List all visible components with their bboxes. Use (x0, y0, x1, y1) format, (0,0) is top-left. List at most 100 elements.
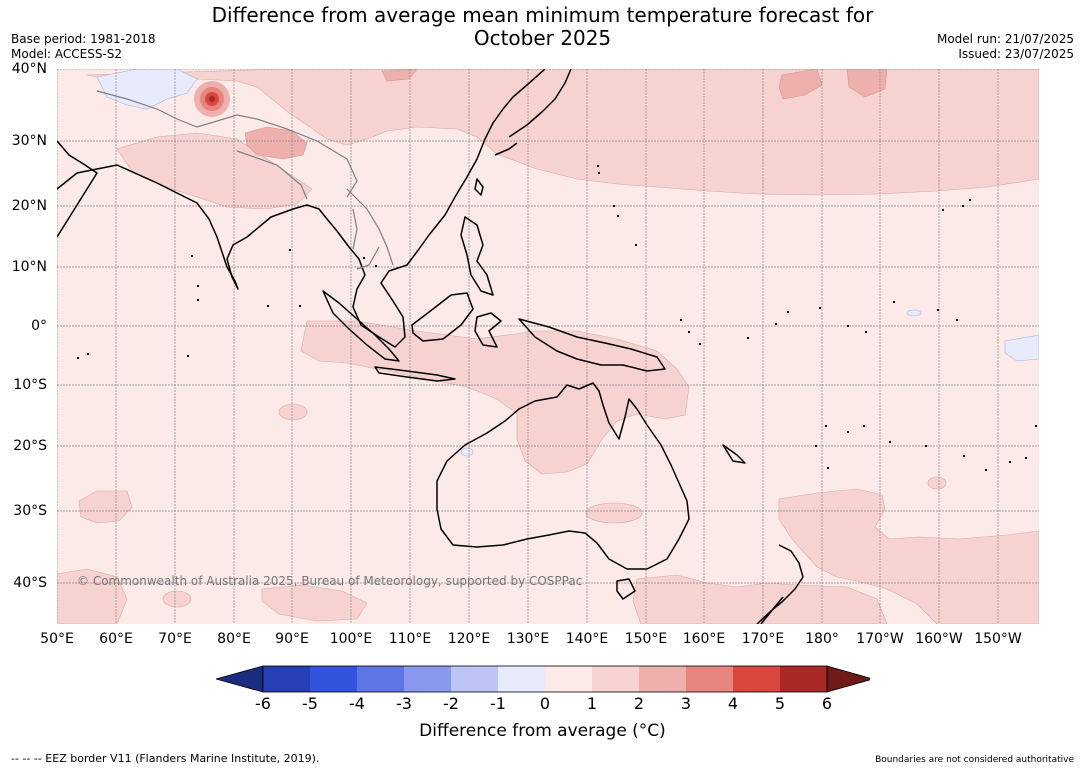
australia-coast (436, 382, 690, 570)
colorbar-segment (451, 666, 498, 692)
longitude-label: 170°W (856, 631, 904, 647)
colorbar-label: Difference from average (°C) (419, 721, 666, 741)
indian-subcontinent-coast (57, 164, 328, 290)
tibet-warm-anomaly (244, 126, 308, 160)
arabian-coast (57, 140, 98, 238)
new-guinea-coast (518, 318, 666, 372)
colorbar-tick: -3 (396, 694, 412, 713)
new-zealand-coast (756, 544, 804, 624)
latitude-label: 20°S (13, 438, 47, 454)
colorbar-segment (263, 666, 310, 692)
colorbar-tick: -6 (255, 694, 271, 713)
longitude-label: 160°W (915, 631, 963, 647)
latitude-label: 20°N (11, 198, 47, 214)
map-title: Difference from average mean minimum tem… (0, 4, 1085, 50)
hotspot (194, 81, 230, 117)
border-mainland-sea (352, 208, 380, 270)
colorbar-tick: -5 (302, 694, 318, 713)
tasmania-coast (616, 578, 636, 600)
boundaries-note: Boundaries are not considered authoritat… (875, 755, 1074, 765)
colorbar-tick: 3 (680, 694, 692, 713)
colorbar-tick: 4 (727, 694, 739, 713)
colorbar-tick: 6 (821, 694, 833, 713)
north-pacific-warm-patch-mid (778, 69, 823, 100)
latitude-label: 40°N (11, 61, 47, 77)
longitude-label: 130°E (506, 631, 550, 647)
colorbar-segment (686, 666, 733, 692)
base-period: Base period: 1981-2018 (11, 32, 156, 46)
model-info: Base period: 1981-2018 Model: ACCESS-S2 (11, 32, 156, 62)
border-central-asia (96, 90, 358, 198)
latitude-label: 0° (31, 318, 47, 334)
great-australian-bight-warm-region (261, 584, 368, 622)
latitude-label: 10°S (13, 377, 47, 393)
colorbar-tick: -4 (349, 694, 365, 713)
borneo-coast (411, 292, 474, 342)
latitude-label: 10°N (11, 259, 47, 275)
model-name: Model: ACCESS-S2 (11, 47, 123, 61)
issued-date: Issued: 23/07/2025 (958, 47, 1074, 61)
colorbar-tick: 0 (539, 694, 551, 713)
longitude-label: 100°E (329, 631, 373, 647)
colorbar-max-arrow (826, 665, 875, 693)
title-line-2: October 2025 (473, 26, 612, 50)
warm-patch-d (162, 590, 192, 608)
pacific-islands (77, 165, 1037, 471)
colorbar-segment (498, 666, 545, 692)
longitude-label: 150°W (974, 631, 1022, 647)
longitude-label: 60°E (99, 631, 133, 647)
colorbar-segment (357, 666, 404, 692)
longitude-label: 170°E (741, 631, 785, 647)
java-coast (374, 366, 456, 382)
colorbar-tick: 5 (774, 694, 786, 713)
longitude-label: 50°E (40, 631, 74, 647)
warm-patch-a (278, 403, 308, 421)
latitude-label: 30°N (11, 133, 47, 149)
longitude-label: 180° (805, 631, 839, 647)
taiwan-coast (474, 178, 484, 196)
colorbar-segment (404, 666, 451, 692)
colorbar-tick: -1 (490, 694, 506, 713)
border-south-asia (236, 150, 394, 266)
longitude-label: 80°E (217, 631, 251, 647)
longitude-label: 90°E (275, 631, 309, 647)
north-pacific-warm-patch-west (381, 69, 418, 82)
japan-coast (494, 69, 572, 156)
longitude-label: 140°E (565, 631, 609, 647)
cool-shading (96, 69, 1039, 457)
sulawesi-coast (474, 312, 502, 348)
longitude-label: 110°E (388, 631, 432, 647)
warm-patch-c (927, 476, 947, 490)
longitude-label: 120°E (447, 631, 491, 647)
colorbar-segment (310, 666, 357, 692)
colorbar-tick: 1 (586, 694, 598, 713)
cool-patch-a (906, 309, 922, 317)
colorbar-tick: 2 (633, 694, 645, 713)
longitude-label: 150°E (624, 631, 668, 647)
colorbar (214, 664, 875, 694)
warm-patch-b (585, 502, 643, 524)
latitude-label: 30°S (13, 503, 47, 519)
longitude-label: 160°E (682, 631, 726, 647)
colorbar-min-arrow (214, 665, 264, 693)
tropical-pacific-cool-patch (1004, 334, 1039, 362)
forecast-map (57, 69, 1039, 624)
colorbar-segment (639, 666, 686, 692)
new-caledonia-coast (722, 444, 746, 464)
eez-note: -- -- -- EEZ border V11 (Flanders Marine… (11, 752, 320, 765)
anomaly-shading (57, 69, 1039, 624)
coastlines (57, 69, 804, 624)
country-borders (96, 90, 394, 270)
anomaly-shading-strong (244, 69, 888, 160)
colorbar-tick: -2 (443, 694, 459, 713)
south-pacific-warm-region (778, 488, 1039, 624)
colorbar-segment (780, 666, 827, 692)
longitude-label: 70°E (158, 631, 192, 647)
latitude-label: 40°S (13, 575, 47, 591)
colorbar-segment (733, 666, 780, 692)
north-pacific-warm-patch-east (846, 69, 888, 98)
philippines-coast (460, 216, 494, 296)
cool-patch-b (460, 447, 474, 457)
model-run: Model run: 21/07/2025 (936, 32, 1074, 46)
copyright-notice: © Commonwealth of Australia 2025, Bureau… (77, 574, 583, 588)
